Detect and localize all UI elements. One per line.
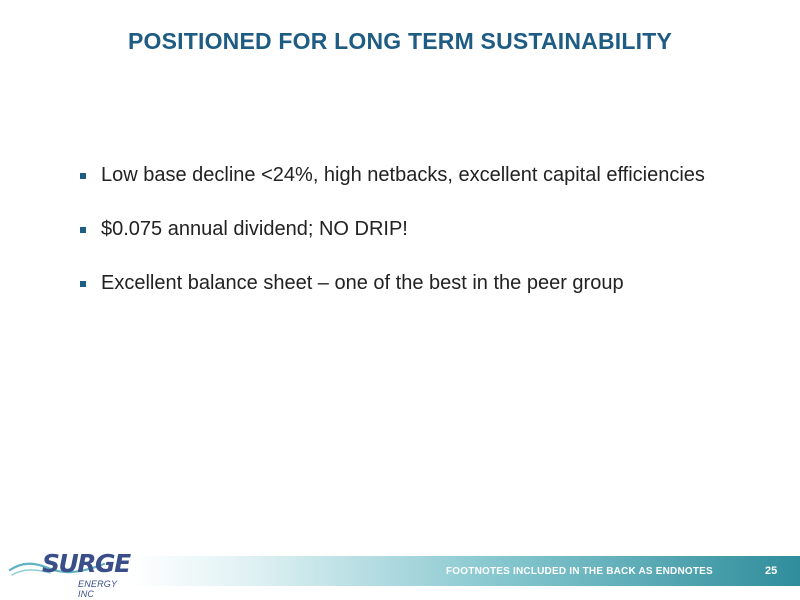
- logo-wordmark: SURGE: [42, 549, 131, 578]
- bullet-text: Excellent balance sheet – one of the bes…: [101, 272, 624, 294]
- bullet-item: $0.075 annual dividend; NO DRIP!: [80, 217, 720, 241]
- square-bullet-icon: [80, 281, 86, 287]
- bullet-text: $0.075 annual dividend; NO DRIP!: [101, 218, 408, 240]
- square-bullet-icon: [80, 173, 86, 179]
- bullet-text: Low base decline <24%, high netbacks, ex…: [101, 164, 705, 186]
- square-bullet-icon: [80, 227, 86, 233]
- swoosh-icon: [8, 562, 106, 576]
- page-number: 25: [765, 565, 778, 577]
- slide-title: POSITIONED FOR LONG TERM SUSTAINABILITY: [127, 28, 673, 54]
- footer-note: FOOTNOTES INCLUDED IN THE BACK AS ENDNOT…: [446, 566, 713, 577]
- logo-subtitle: ENERGY INC: [78, 579, 118, 599]
- footer-band: [132, 556, 800, 586]
- bullet-item: Low base decline <24%, high netbacks, ex…: [80, 163, 720, 187]
- bullet-item: Excellent balance sheet – one of the bes…: [80, 271, 720, 295]
- company-logo: SURGE ENERGY INC: [8, 548, 133, 599]
- bullet-list: Low base decline <24%, high netbacks, ex…: [80, 163, 720, 325]
